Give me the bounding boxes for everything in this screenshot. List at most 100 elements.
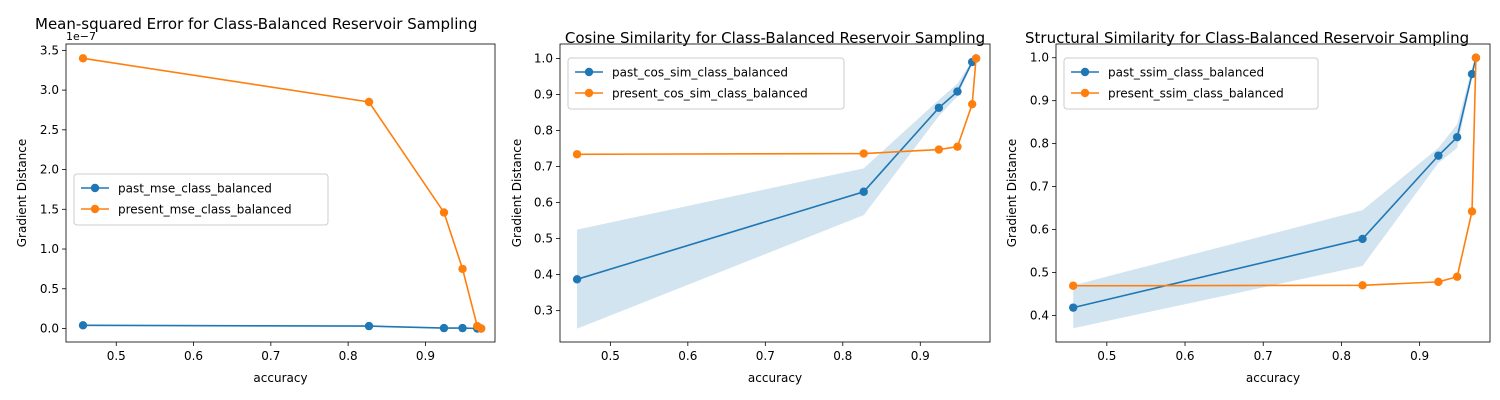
series-line [577,58,977,156]
y-tick-label: 0.5 [1030,265,1049,279]
chart-panel-cosine: Cosine Similarity for Class-Balanced Res… [510,29,991,385]
y-tick-label: 2.5 [40,123,59,137]
confidence-band [577,58,977,329]
y-tick-label: 3.0 [40,83,59,97]
data-point [78,54,88,63]
data-point [1434,277,1443,287]
data-point [78,321,88,330]
y-tick-label: 0.3 [534,304,553,318]
y-tick-label: 0.9 [1030,94,1049,108]
chart-title: Cosine Similarity for Class-Balanced Res… [565,29,985,47]
x-tick-label: 0.8 [1332,349,1351,363]
x-tick-label: 0.5 [107,349,126,363]
legend-label: past_mse_class_balanced [118,182,272,196]
data-point [1358,281,1367,290]
data-point [364,97,374,107]
plot-frame [65,43,496,343]
y-tick-label: 0.9 [534,87,553,101]
data-point [967,99,977,109]
data-point [1471,53,1481,62]
confidence-band [1073,57,1476,329]
y-tick-label: 1.0 [40,242,59,256]
y-axis-label: Gradient Distance [15,139,29,248]
x-tick-label: 0.7 [261,349,280,363]
data-point [1069,303,1078,312]
data-point [953,87,962,96]
data-point [934,103,944,112]
y-tick-label: 0.4 [534,268,553,282]
legend-label: present_mse_class_balanced [118,203,292,217]
x-tick-label: 0.9 [1410,349,1429,363]
x-axis-label: accuracy [253,371,307,385]
data-point [1467,207,1477,216]
x-tick-label: 0.9 [911,349,930,363]
legend: past_mse_class_balanced present_mse_class… [73,173,329,226]
y-tick-label: 0.6 [1030,222,1049,236]
series-line [1073,57,1477,287]
y-tick-label: 0.6 [534,196,553,210]
legend: past_ssim_class_balanced present_ssim_cla… [1063,57,1319,110]
y-tick-label: 0.7 [1030,180,1049,194]
data-point [439,323,449,333]
legend-box [73,173,329,226]
data-point [934,145,944,154]
data-point [1069,281,1078,290]
data-point [572,150,582,159]
data-point [1358,234,1367,244]
plot-band-layer [1073,57,1476,329]
x-tick-label: 0.8 [339,349,358,363]
y-tick-label: 2.0 [40,163,59,177]
y-axis: 0.0 0.5 1.0 1.5 2.0 2.5 3.0 3.5 [40,43,66,335]
y-tick-label: 0.7 [534,160,553,174]
x-tick-label: 0.7 [756,349,775,363]
chart-title: Structural Similarity for Class-Balanced… [1025,29,1469,47]
x-axis: 0.5 0.6 0.7 0.8 0.9 [1097,342,1429,363]
series-line [83,324,482,330]
y-tick-label: 1.5 [40,202,59,216]
plot-series-layer [78,54,486,333]
legend: past_cos_sim_class_balanced present_cos_s… [567,57,845,110]
x-axis-label: accuracy [1246,371,1300,385]
legend-label: past_cos_sim_class_balanced [612,66,788,80]
x-axis: 0.5 0.6 0.7 0.8 0.9 [107,342,435,363]
data-point [1434,151,1443,160]
y-axis-label: Gradient Distance [510,139,524,248]
legend-swatch-marker [1080,67,1090,77]
chart-panel-mse: Mean-squared Error for Class-Balanced Re… [15,15,496,385]
data-point [458,323,467,333]
data-point [953,142,962,151]
data-point [1452,132,1462,142]
y-tick-label: 0.5 [534,232,553,246]
y-tick-label: 0.8 [1030,137,1049,151]
y-tick-label: 0.0 [40,321,59,335]
data-point [439,208,449,217]
data-point [1467,69,1477,79]
data-point [458,264,467,274]
legend-swatch-marker [90,204,100,214]
plot-band-layer [577,58,977,329]
data-point [476,324,486,333]
x-tick-label: 0.6 [678,349,697,363]
y-axis: 0.4 0.5 0.6 0.7 0.8 0.9 1.0 [1030,51,1056,322]
legend-box [1063,57,1319,110]
data-point [364,321,374,331]
x-tick-label: 0.5 [601,349,620,363]
x-tick-label: 0.7 [1254,349,1273,363]
x-axis: 0.5 0.6 0.7 0.8 0.9 [601,342,930,363]
legend-label: present_cos_sim_class_balanced [612,87,808,101]
x-tick-label: 0.5 [1097,349,1116,363]
y-tick-label: 3.5 [40,43,59,57]
x-tick-label: 0.8 [833,349,852,363]
y-axis: 0.3 0.4 0.5 0.6 0.7 0.8 0.9 1.0 [534,51,560,318]
legend-swatch-marker [90,183,100,193]
legend-label: past_ssim_class_balanced [1108,66,1264,80]
y-tick-label: 0.8 [534,123,553,137]
plot-series-layer [1069,53,1481,312]
data-point [572,275,582,284]
legend-swatch-marker [1080,88,1090,98]
chart-panel-ssim: Structural Similarity for Class-Balanced… [1005,29,1491,385]
data-point [1452,272,1462,281]
chart-title: Mean-squared Error for Class-Balanced Re… [35,15,477,33]
plot-frame [1055,43,1491,343]
